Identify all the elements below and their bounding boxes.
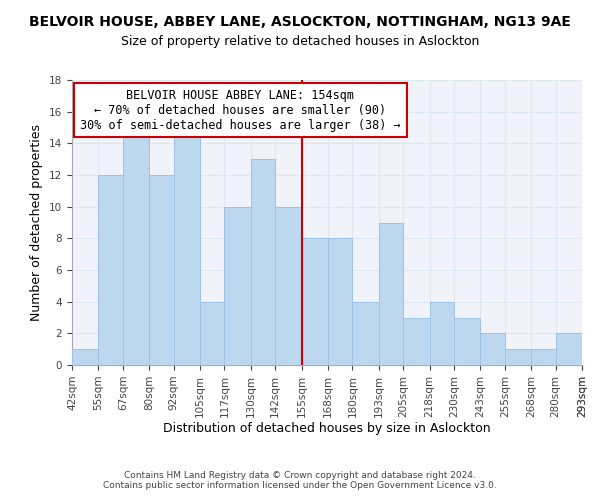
Bar bbox=[454, 318, 481, 365]
Bar bbox=[275, 206, 302, 365]
Text: BELVOIR HOUSE ABBEY LANE: 154sqm
← 70% of detached houses are smaller (90)
30% o: BELVOIR HOUSE ABBEY LANE: 154sqm ← 70% o… bbox=[80, 88, 401, 132]
Bar bbox=[403, 318, 430, 365]
Bar bbox=[430, 302, 454, 365]
Bar bbox=[379, 222, 403, 365]
Text: Size of property relative to detached houses in Aslockton: Size of property relative to detached ho… bbox=[121, 35, 479, 48]
Y-axis label: Number of detached properties: Number of detached properties bbox=[31, 124, 43, 321]
Bar bbox=[200, 302, 224, 365]
Bar bbox=[481, 334, 505, 365]
Bar bbox=[531, 349, 556, 365]
Bar bbox=[123, 128, 149, 365]
Bar bbox=[224, 206, 251, 365]
Bar bbox=[505, 349, 531, 365]
X-axis label: Distribution of detached houses by size in Aslockton: Distribution of detached houses by size … bbox=[163, 422, 491, 436]
Bar bbox=[556, 334, 582, 365]
Bar bbox=[352, 302, 379, 365]
Text: Contains HM Land Registry data © Crown copyright and database right 2024.
Contai: Contains HM Land Registry data © Crown c… bbox=[103, 470, 497, 490]
Bar bbox=[72, 349, 98, 365]
Bar bbox=[302, 238, 328, 365]
Text: BELVOIR HOUSE, ABBEY LANE, ASLOCKTON, NOTTINGHAM, NG13 9AE: BELVOIR HOUSE, ABBEY LANE, ASLOCKTON, NO… bbox=[29, 15, 571, 29]
Bar bbox=[149, 175, 173, 365]
Bar bbox=[251, 159, 275, 365]
Bar bbox=[98, 175, 123, 365]
Bar bbox=[328, 238, 352, 365]
Bar bbox=[173, 128, 200, 365]
